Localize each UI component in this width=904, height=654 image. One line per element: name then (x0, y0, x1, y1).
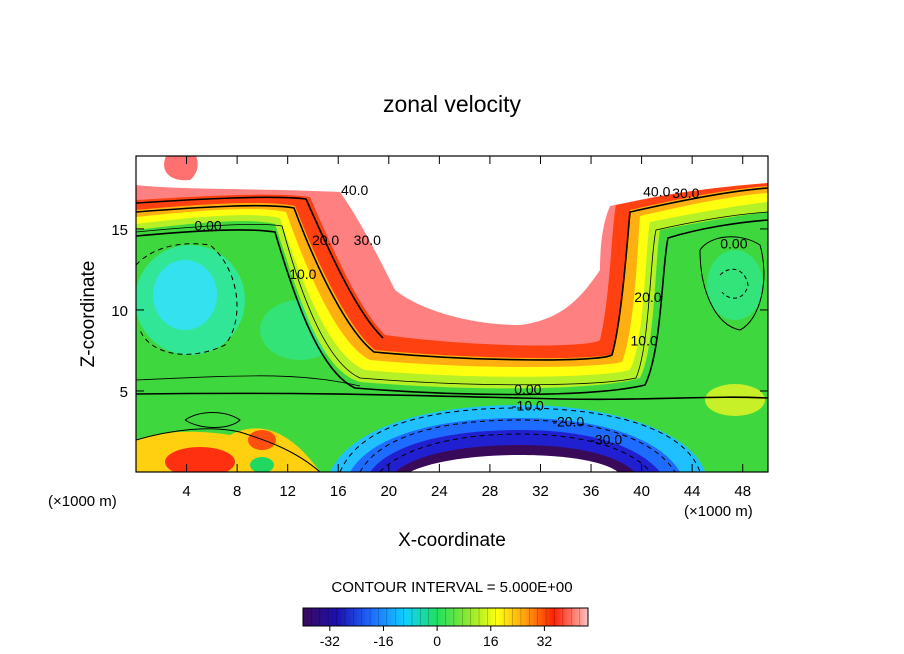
x-tick-label: 24 (431, 483, 448, 500)
y-axis: 5 10 15 (111, 222, 768, 401)
colorbar-tick-label: 16 (483, 633, 499, 649)
x-tick-label: 40 (633, 483, 650, 500)
contour-label: 30.0 (354, 232, 381, 248)
x-tick-label: 4 (182, 483, 190, 500)
contour-label: 0.00 (720, 235, 747, 251)
plot-frame (135, 155, 769, 473)
x-tick-label: 32 (532, 483, 549, 500)
colorbar-tick-label: 32 (537, 633, 553, 649)
colorbar-tick-label: 0 (433, 633, 441, 649)
x-tick-label: 48 (734, 483, 751, 500)
contour-label: 20.0 (312, 232, 339, 248)
x-unit-right: (×1000 m) (684, 503, 753, 520)
contour-label: 0.00 (514, 381, 541, 397)
contour-label: 0.00 (194, 218, 221, 234)
contour-label: -30.0 (590, 431, 622, 447)
y-tick-label: 10 (111, 303, 128, 320)
contour-interval: CONTOUR INTERVAL = 5.000E+00 (331, 579, 572, 596)
x-tick-label: 12 (279, 483, 296, 500)
colorbar-ticks: -32 -16 0 16 32 (320, 626, 553, 649)
contour-label: -10.0 (512, 397, 544, 413)
colorbar-tick-label: -32 (320, 633, 340, 649)
contour-label: 10.0 (289, 266, 316, 282)
x-tick-label: 44 (684, 483, 701, 500)
contour-label: 10.0 (631, 333, 658, 349)
colorbar-stripes (302, 608, 589, 626)
contour-label: -20.0 (552, 414, 584, 430)
x-tick-label: 16 (330, 483, 347, 500)
x-tick-label: 36 (583, 483, 600, 500)
contour-label: 20.0 (634, 289, 661, 305)
colorbar-tick-label: -16 (373, 633, 393, 649)
contour-label: 40.0 (341, 182, 368, 198)
x-axis-label: X-coordinate (398, 530, 506, 551)
x-tick-label: 28 (482, 483, 499, 500)
x-axis: 4 8 12 16 20 24 28 32 36 40 44 48 (182, 156, 751, 500)
contour-label: 30.0 (672, 185, 699, 201)
contour-lines (136, 187, 768, 472)
y-tick-label: 5 (120, 384, 128, 401)
contour-label: 40.0 (643, 184, 670, 200)
x-unit-left: (×1000 m) (48, 493, 117, 510)
x-tick-label: 20 (380, 483, 397, 500)
velocity-field (136, 156, 768, 472)
chart-title: zonal velocity (383, 91, 522, 117)
y-tick-label: 15 (111, 222, 128, 239)
x-tick-label: 8 (233, 483, 241, 500)
y-axis-label: Z-coordinate (78, 261, 99, 368)
